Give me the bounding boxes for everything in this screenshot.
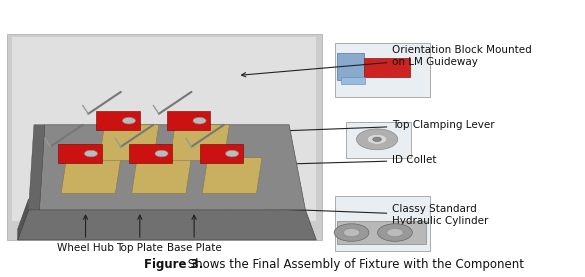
Polygon shape: [170, 125, 229, 160]
Text: Top Plate: Top Plate: [116, 215, 163, 253]
Text: Orientation Block Mounted
on LM Guideway: Orientation Block Mounted on LM Guideway: [242, 45, 532, 77]
Bar: [167, 111, 211, 130]
Circle shape: [387, 229, 403, 237]
Text: Classy Standard
Hydraulic Cylinder: Classy Standard Hydraulic Cylinder: [228, 204, 488, 226]
Bar: [346, 122, 411, 158]
Circle shape: [356, 129, 398, 150]
Polygon shape: [29, 125, 45, 210]
Polygon shape: [39, 125, 305, 210]
Text: Base Plate: Base Plate: [167, 215, 222, 253]
Circle shape: [377, 224, 412, 241]
Bar: [97, 111, 140, 130]
Bar: [335, 196, 431, 251]
Bar: [12, 37, 316, 221]
Circle shape: [122, 117, 136, 124]
Circle shape: [84, 150, 98, 157]
Text: Shows the Final Assembly of Fixture with the Component: Shows the Final Assembly of Fixture with…: [184, 258, 524, 271]
Bar: [364, 58, 410, 77]
Circle shape: [334, 224, 369, 241]
Bar: [199, 144, 243, 163]
Text: Wheel Hub: Wheel Hub: [57, 215, 114, 253]
Text: Figure 3.: Figure 3.: [144, 258, 204, 271]
Bar: [58, 144, 102, 163]
Polygon shape: [61, 158, 121, 193]
Circle shape: [373, 137, 381, 142]
Text: ID Collet: ID Collet: [222, 155, 437, 168]
Bar: [335, 43, 431, 98]
Bar: [337, 53, 364, 79]
Polygon shape: [202, 158, 262, 193]
Text: Top Clamping Lever: Top Clamping Lever: [230, 120, 495, 135]
Bar: [337, 221, 426, 244]
Polygon shape: [132, 158, 191, 193]
Bar: [340, 77, 365, 84]
Bar: [129, 144, 173, 163]
Circle shape: [155, 150, 168, 157]
Circle shape: [367, 134, 387, 144]
Circle shape: [343, 229, 360, 237]
Circle shape: [226, 150, 239, 157]
Bar: [7, 34, 322, 240]
Circle shape: [193, 117, 206, 124]
Polygon shape: [99, 125, 159, 160]
Polygon shape: [18, 210, 316, 240]
Polygon shape: [18, 199, 29, 240]
